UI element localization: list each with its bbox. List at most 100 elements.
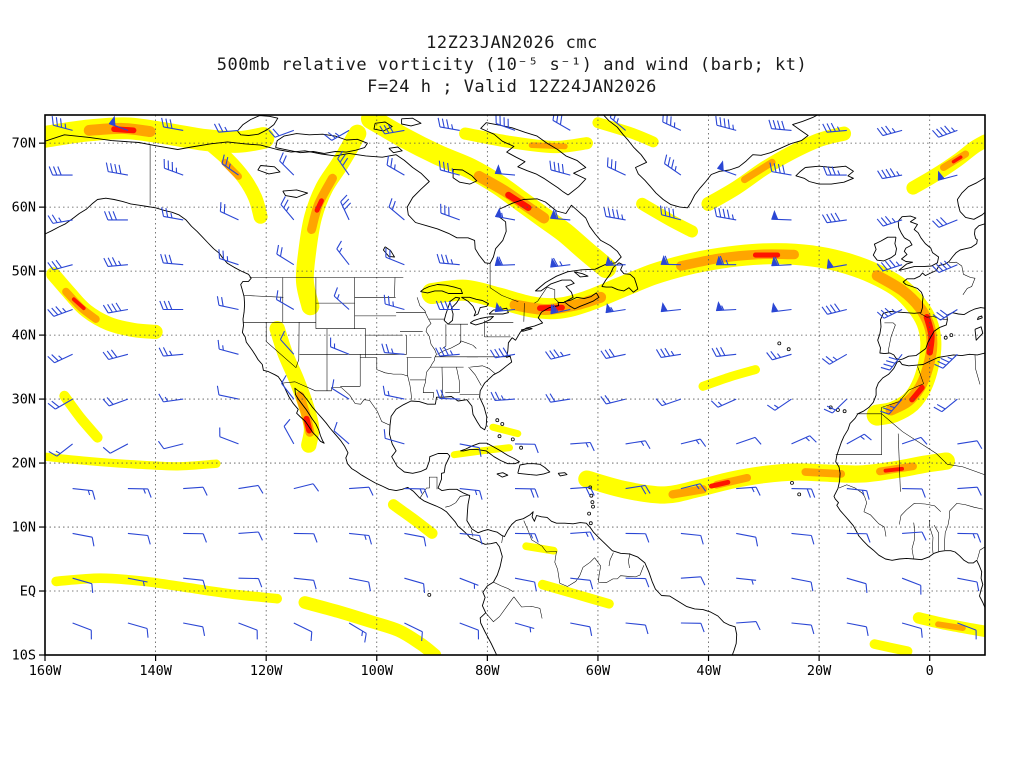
vorticity-band bbox=[421, 243, 942, 426]
wind-barb bbox=[660, 255, 681, 266]
wind-barb bbox=[293, 577, 317, 590]
island-dot bbox=[497, 434, 502, 439]
wind-barb bbox=[932, 260, 958, 274]
wind-barb bbox=[822, 166, 847, 176]
lat-label: EQ bbox=[20, 584, 36, 600]
wind-barb bbox=[660, 302, 681, 313]
island-dot bbox=[949, 333, 954, 338]
coastline bbox=[45, 197, 503, 655]
wind-barb bbox=[275, 290, 295, 310]
border-line bbox=[881, 413, 948, 465]
wind-barb bbox=[545, 349, 571, 360]
wind-barb bbox=[279, 330, 295, 355]
wind-barb bbox=[216, 385, 239, 400]
wind-barb bbox=[293, 622, 313, 642]
border-line bbox=[419, 476, 438, 499]
coastline bbox=[974, 326, 984, 341]
island-dot bbox=[427, 593, 432, 597]
wind-barb bbox=[846, 622, 869, 637]
wind-barb bbox=[605, 256, 626, 266]
vorticity-band bbox=[387, 499, 438, 539]
wind-barb bbox=[293, 483, 320, 492]
wind-barb bbox=[736, 577, 757, 585]
wind-barb bbox=[736, 621, 761, 631]
wind-barb bbox=[766, 350, 792, 361]
wind-barb bbox=[379, 124, 405, 135]
lon-label: 140W bbox=[139, 663, 172, 679]
wind-barb bbox=[459, 622, 480, 640]
vorticity-band bbox=[537, 304, 565, 312]
border-line bbox=[485, 596, 515, 623]
coastline bbox=[388, 146, 403, 154]
wind-barb bbox=[659, 205, 682, 221]
wind-barb bbox=[238, 622, 258, 640]
lon-label: 120W bbox=[250, 663, 283, 679]
coastline bbox=[382, 246, 395, 258]
chart-title-line2: 500mb relative vorticity (10⁻⁵ s⁻¹) and … bbox=[216, 55, 808, 75]
wind-barb bbox=[791, 488, 816, 498]
wind-barb bbox=[791, 532, 815, 545]
lat-label: 10S bbox=[12, 648, 36, 664]
wind-barb bbox=[157, 440, 184, 450]
vorticity-band bbox=[298, 596, 442, 655]
coastline bbox=[480, 122, 587, 196]
wind-barb bbox=[333, 421, 350, 445]
border-line bbox=[265, 322, 297, 368]
wind-barb bbox=[276, 244, 295, 266]
wind-barb bbox=[934, 353, 958, 369]
wind-barb bbox=[550, 304, 571, 315]
wind-barb bbox=[932, 125, 958, 138]
wind-barb bbox=[127, 532, 151, 545]
coastline bbox=[872, 236, 897, 262]
border-line bbox=[628, 553, 631, 569]
wind-barb bbox=[47, 214, 73, 224]
wind-barb bbox=[680, 483, 707, 492]
border-line bbox=[513, 596, 543, 619]
vorticity-band bbox=[71, 297, 86, 311]
wind-barb bbox=[902, 531, 927, 541]
coastline bbox=[520, 327, 533, 332]
wind-barb bbox=[459, 443, 482, 457]
wind-barb bbox=[489, 347, 516, 359]
wind-barb bbox=[570, 486, 595, 497]
wind-barb bbox=[337, 150, 350, 176]
wind-barb bbox=[901, 622, 923, 638]
wind-barb bbox=[680, 438, 707, 447]
wind-barb bbox=[791, 622, 815, 635]
wind-barb bbox=[570, 577, 594, 590]
vorticity-band bbox=[522, 542, 558, 555]
lon-label: 160W bbox=[29, 663, 62, 679]
wind-barb bbox=[736, 436, 762, 445]
vorticity-band bbox=[537, 579, 614, 609]
chart-title: 12Z23JAN2026 cmc 500mb relative vorticit… bbox=[0, 32, 1024, 98]
vorticity-band bbox=[951, 155, 963, 164]
wind-barb bbox=[381, 343, 405, 355]
wind-barb bbox=[625, 577, 650, 588]
border-line bbox=[863, 511, 887, 537]
border-line bbox=[295, 322, 300, 368]
lon-label: 0 bbox=[926, 663, 934, 679]
border-line bbox=[977, 546, 985, 560]
border-line bbox=[608, 552, 614, 567]
island-dot bbox=[590, 500, 595, 505]
wind-barb bbox=[880, 353, 903, 371]
wind-barb bbox=[876, 307, 903, 319]
border-line bbox=[423, 392, 435, 398]
coastline bbox=[401, 117, 422, 127]
wind-barb bbox=[333, 287, 350, 310]
border-line bbox=[949, 503, 983, 512]
wind-barb bbox=[769, 162, 792, 176]
wind-barb bbox=[280, 196, 295, 221]
lat-label: 50N bbox=[12, 264, 36, 280]
coastline bbox=[795, 165, 854, 185]
border-line bbox=[947, 464, 985, 475]
wind-barb bbox=[625, 440, 651, 450]
wind-barb bbox=[771, 256, 792, 267]
lat-label: 70N bbox=[12, 136, 36, 152]
wind-barb bbox=[715, 255, 737, 266]
wind-barb bbox=[435, 346, 460, 357]
coastline bbox=[45, 134, 738, 655]
border-line bbox=[884, 322, 896, 354]
coastline bbox=[517, 463, 551, 476]
wind-barb bbox=[279, 152, 295, 176]
